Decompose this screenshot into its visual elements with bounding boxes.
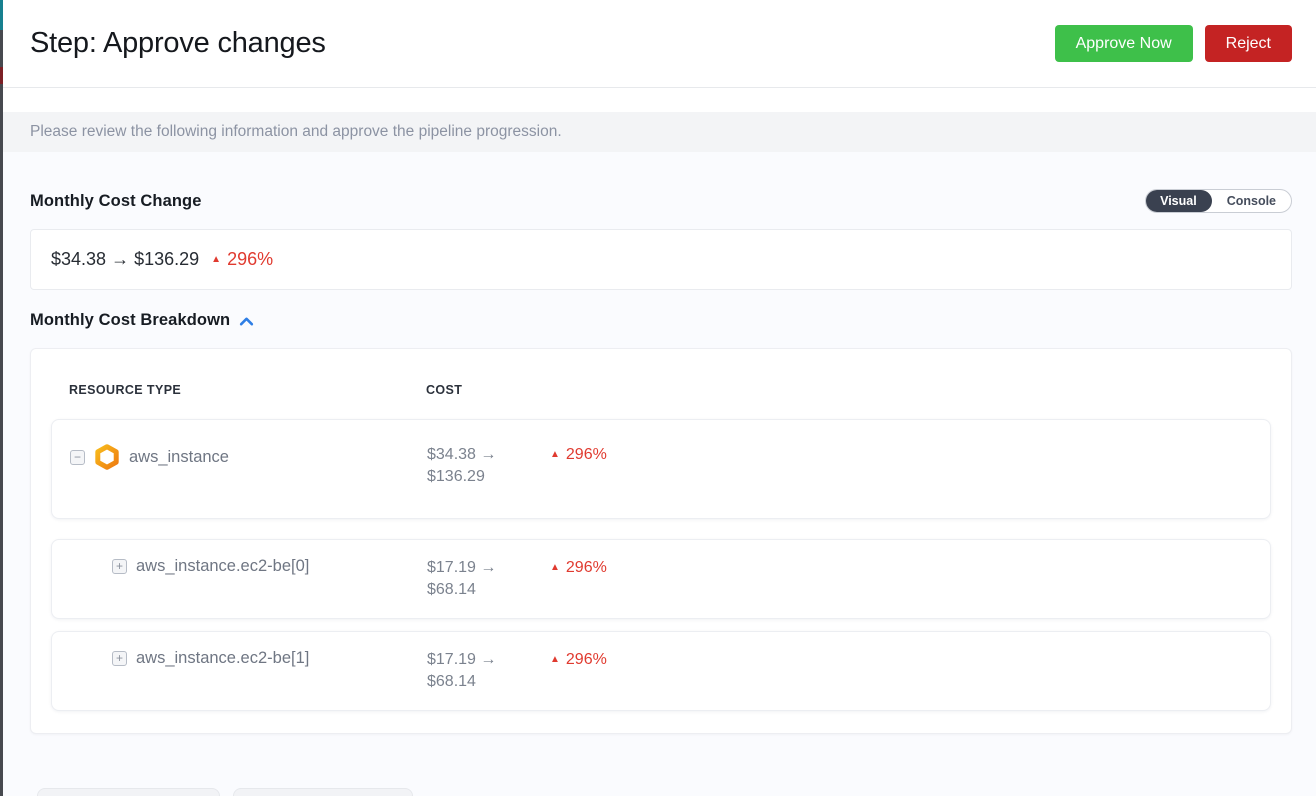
resource-cell: + aws_instance.ec2-be[1]: [70, 649, 427, 668]
resource-label: aws_instance: [129, 447, 229, 466]
cost-change-section-header: Monthly Cost Change Visual Console: [30, 189, 1292, 213]
cost-change-heading: Monthly Cost Change: [30, 191, 202, 210]
review-notice-band: Please review the following information …: [0, 112, 1316, 152]
visual-console-toggle[interactable]: Visual Console: [1145, 189, 1292, 213]
delta-percent: 296%: [565, 651, 607, 668]
breakdown-rows: − aws_instance $34.38 → $136.29 ▲: [51, 419, 1271, 711]
reject-button[interactable]: Reject: [1204, 25, 1292, 62]
cost-line-2: $68.14: [427, 673, 476, 690]
cost-change-summary-card: $34.38 → $136.29 ▲ 296%: [30, 229, 1292, 290]
delta-cell: ▲ 296%: [550, 559, 1252, 577]
page-title: Step: Approve changes: [30, 27, 326, 59]
cost-line-1: $17.19 →: [427, 559, 497, 576]
cost-cell: $34.38 → $136.29: [427, 444, 550, 488]
cost-line-2: $136.29: [427, 468, 485, 485]
breakdown-section-header: Monthly Cost Breakdown: [30, 311, 1292, 330]
table-row: + aws_instance.ec2-be[1] $17.19 → $68.14: [51, 631, 1271, 711]
header: Step: Approve changes Approve Now Reject: [0, 0, 1316, 88]
table-row: − aws_instance $34.38 → $136.29 ▲: [51, 419, 1271, 519]
resource-label: aws_instance.ec2-be[1]: [136, 649, 310, 667]
triangle-up-icon: ▲: [211, 253, 222, 265]
below-fold-card-2: [233, 788, 413, 796]
delta-percent: 296%: [565, 446, 607, 463]
cost-delta: ▲ 296%: [211, 249, 273, 270]
column-cost: COST: [426, 383, 463, 397]
left-edge-red-segment: [0, 67, 3, 84]
expand-collapse-toggle[interactable]: −: [70, 449, 85, 465]
breakdown-heading: Monthly Cost Breakdown: [30, 311, 231, 329]
table-row: + aws_instance.ec2-be[0] $17.19 → $68.14: [51, 539, 1271, 619]
cost-cell: $17.19 → $68.14: [427, 649, 550, 693]
review-notice-text: Please review the following information …: [30, 123, 562, 140]
resource-label: aws_instance.ec2-be[0]: [136, 557, 310, 575]
delta-percent: 296%: [565, 559, 607, 576]
expand-collapse-toggle[interactable]: +: [112, 651, 127, 666]
aws-ec2-icon: [94, 444, 120, 470]
delta-cell: ▲ 296%: [550, 446, 1252, 464]
cost-line-1: $17.19 →: [427, 651, 497, 668]
approve-now-button[interactable]: Approve Now: [1054, 25, 1193, 62]
cost-arrow: →: [111, 249, 130, 269]
column-resource-type: RESOURCE TYPE: [69, 383, 182, 397]
triangle-up-icon: ▲: [550, 562, 560, 573]
header-gap: [0, 88, 1316, 112]
triangle-up-icon: ▲: [550, 654, 560, 665]
cost-line-2: $68.14: [427, 581, 476, 598]
expand-collapse-toggle[interactable]: +: [112, 559, 127, 574]
cost-delta-percent: 296%: [227, 249, 274, 269]
cost-breakdown-card: RESOURCE TYPE COST − aws_instance: [30, 348, 1292, 734]
cost-after: $136.29: [134, 249, 200, 269]
left-edge-teal-segment: [0, 0, 3, 30]
breakdown-table-header: RESOURCE TYPE COST: [51, 369, 1271, 419]
below-fold-card-1: [37, 788, 220, 796]
resource-cell: + aws_instance.ec2-be[0]: [70, 557, 427, 576]
resource-cell: − aws_instance: [70, 444, 427, 470]
clipped-left-edge: [0, 0, 3, 796]
toggle-visual-option[interactable]: Visual: [1146, 190, 1212, 212]
triangle-up-icon: ▲: [550, 449, 560, 460]
cost-line-1: $34.38 →: [427, 446, 497, 463]
cost-cell: $17.19 → $68.14: [427, 557, 550, 601]
toggle-console-option[interactable]: Console: [1226, 194, 1276, 208]
chevron-up-icon[interactable]: [239, 315, 254, 328]
delta-cell: ▲ 296%: [550, 651, 1252, 669]
main-content: Monthly Cost Change Visual Console $34.3…: [0, 189, 1316, 734]
cost-before: $34.38: [51, 249, 107, 269]
